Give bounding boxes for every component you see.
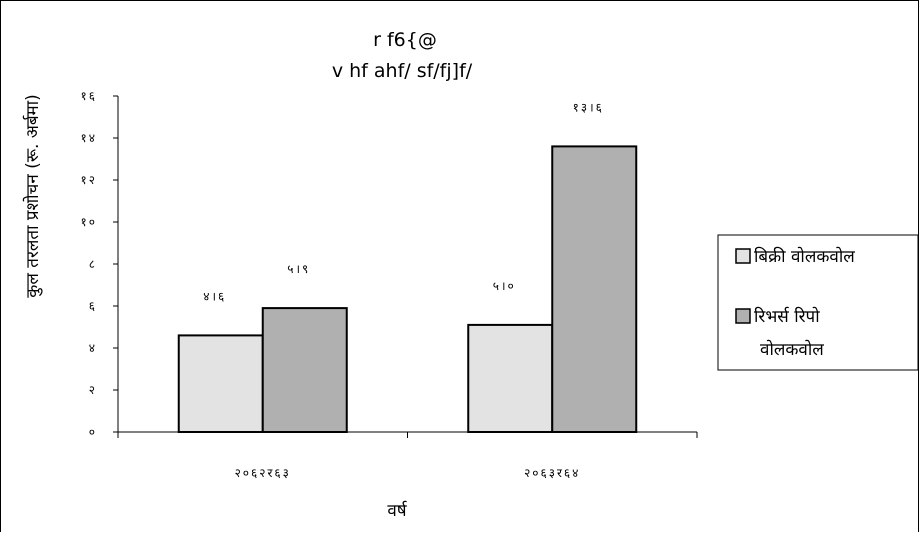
bar <box>551 145 638 433</box>
legend-swatch-sale <box>735 248 751 264</box>
plot-area: ० २ ४ ६ ८ १० १२ १४ १६ ४।६ ५।९ २०६२र६३ ५।० १३।६ २०६३र६४ <box>81 89 698 480</box>
data-label: ५।९ <box>287 262 310 276</box>
chart-title-line2: v hf ahf/ sf/fj]f/ <box>332 60 473 82</box>
y-tick-label: १६ <box>81 89 97 103</box>
y-axis-title: कुल तरलता प्रशोचन (रू. अर्बमा) <box>22 94 43 297</box>
bar <box>467 323 554 433</box>
y-tick-label: ८ <box>89 257 97 271</box>
data-label: ४।६ <box>203 289 226 303</box>
chart-title-line1: r f6{@ <box>373 29 437 51</box>
y-tick-label: ० <box>89 425 97 439</box>
y-tick-label: १४ <box>81 131 97 145</box>
legend: बिक्री वोलकवोल रिभर्स रिपो वोलकवोल <box>717 234 919 371</box>
y-tick-label: ४ <box>89 341 97 355</box>
legend-box <box>717 234 919 371</box>
legend-label-reverse-repo-line2: वोलकवोल <box>760 339 824 360</box>
y-tick-label: २ <box>89 383 97 397</box>
legend-label-sale: बिक्री वोलकवोल <box>754 246 855 267</box>
data-label: ५।० <box>493 279 516 293</box>
y-tick-label: १० <box>81 215 97 229</box>
x-axis-title: वर्ष <box>387 500 407 521</box>
bar <box>177 334 264 433</box>
bar <box>261 307 348 434</box>
legend-label-reverse-repo-line1: रिभर्स रिपो <box>754 306 820 327</box>
legend-swatch-reverse-repo <box>735 308 751 324</box>
x-tick-label: २०६३र६४ <box>524 466 580 480</box>
y-tick-label: १२ <box>81 173 97 187</box>
x-tick-label: २०६२र६३ <box>235 466 291 480</box>
y-tick-label: ६ <box>89 299 97 313</box>
data-label: १३।६ <box>573 100 604 114</box>
